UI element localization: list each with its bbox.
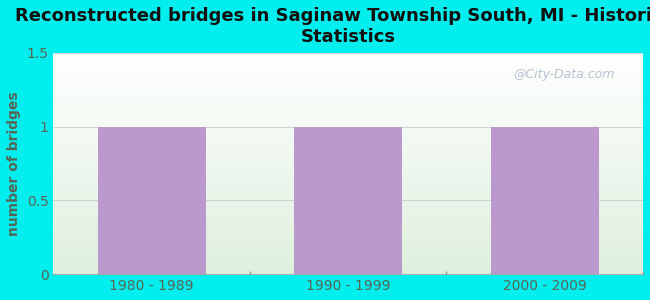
Text: @City-Data.com: @City-Data.com [514,68,615,81]
Bar [491,127,599,274]
Bar [294,127,402,274]
Bar [98,127,205,274]
Y-axis label: number of bridges: number of bridges [7,91,21,236]
Title: Reconstructed bridges in Saginaw Township South, MI - Historical
Statistics: Reconstructed bridges in Saginaw Townshi… [16,7,650,46]
